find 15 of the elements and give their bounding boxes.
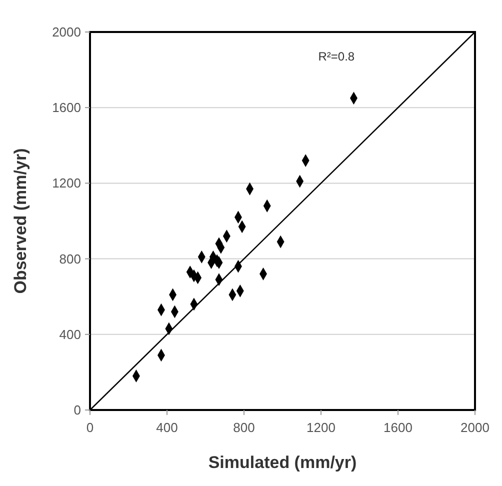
x-tick-label: 2000 xyxy=(460,420,490,435)
x-tick-label: 400 xyxy=(156,420,178,435)
y-tick-label: 1200 xyxy=(52,176,81,191)
x-tick-label: 0 xyxy=(86,420,94,435)
y-tick-label: 800 xyxy=(59,251,81,266)
y-axis-title: Observed (mm/yr) xyxy=(11,148,30,294)
y-tick-label: 1600 xyxy=(52,100,81,116)
x-tick-label: 800 xyxy=(233,420,255,435)
x-tick-label: 1600 xyxy=(384,420,412,435)
annotation: R²=0.8 xyxy=(318,49,355,64)
y-tick-label: 400 xyxy=(59,326,81,342)
y-tick-label: 2000 xyxy=(52,24,81,40)
x-tick-label: 1200 xyxy=(306,420,336,435)
x-axis-title: Simulated (mm/yr) xyxy=(208,453,357,472)
y-tick-label: 0 xyxy=(74,402,81,418)
